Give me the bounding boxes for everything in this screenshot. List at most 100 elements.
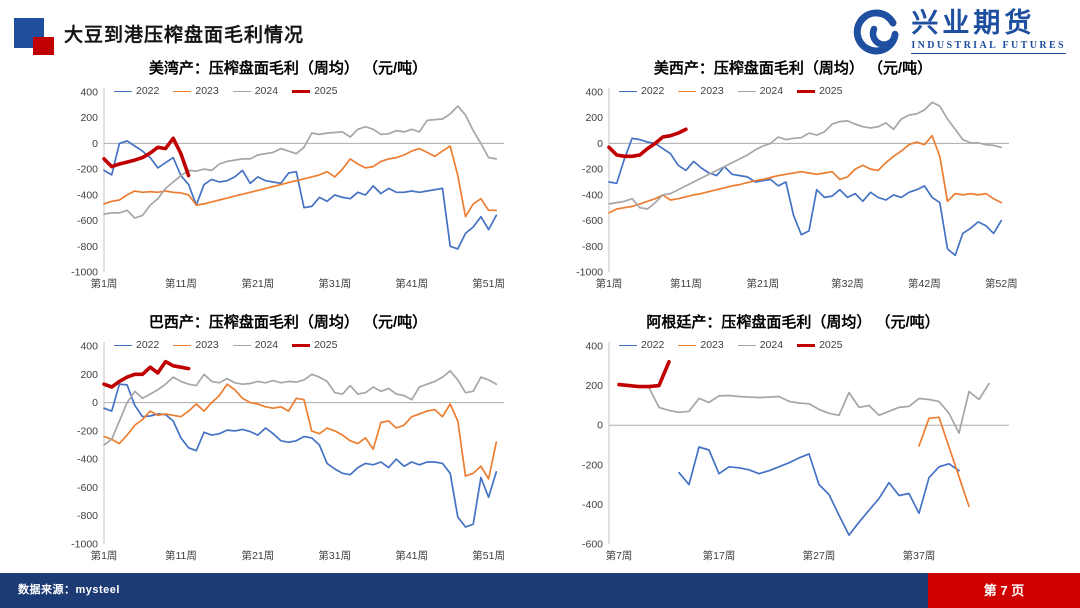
- legend-line-swatch: [292, 89, 311, 93]
- legend-label: 2024: [254, 339, 279, 351]
- legend-line-swatch: [678, 344, 697, 346]
- legend-line-swatch: [678, 90, 697, 92]
- legend-label: 2025: [314, 339, 338, 351]
- y-tick-label: -200: [77, 164, 98, 176]
- legend-item-2023: 2023: [678, 85, 724, 97]
- y-tick-label: -400: [582, 189, 603, 201]
- chart-legend: 2022 2023 2024 2025: [114, 85, 337, 97]
- legend-label: 2022: [641, 339, 665, 351]
- y-tick-label: -200: [77, 425, 98, 437]
- legend-label: 2025: [819, 85, 843, 97]
- x-tick-label: 第1周: [91, 277, 118, 290]
- x-tick-label: 第21周: [242, 277, 275, 290]
- y-tick-label: -800: [77, 241, 98, 253]
- y-tick-label: 0: [597, 138, 603, 150]
- series-line-2023: [103, 145, 498, 218]
- chart-argentina: 阿根廷产：压榨盘面毛利（周均） （元/吨） 2022 2023 2024 2025 4…: [563, 312, 1023, 572]
- footer-bar: 数据来源：mysteel 第 7 页: [0, 573, 1080, 608]
- legend-label: 2022: [136, 339, 160, 351]
- legend-line-swatch: [114, 344, 132, 346]
- x-tick-label: 第27周: [803, 549, 836, 562]
- x-tick-label: 第41周: [395, 549, 428, 562]
- legend-item-2025: 2025: [292, 85, 337, 97]
- legend-line-swatch: [797, 89, 816, 93]
- x-tick-label: 第41周: [395, 277, 428, 290]
- chart-title: 巴西产：压榨盘面毛利（周均） （元/吨）: [148, 314, 428, 331]
- legend-item-2022: 2022: [114, 85, 159, 97]
- legend-item-2023: 2023: [173, 85, 219, 97]
- data-source-label: 数据来源：mysteel: [18, 584, 120, 596]
- y-tick-label: 0: [92, 138, 98, 150]
- legend-line-swatch: [114, 90, 132, 92]
- x-tick-label: 第17周: [703, 549, 736, 562]
- x-tick-label: 第31周: [318, 549, 351, 562]
- series-line-2023: [103, 383, 498, 480]
- y-tick-label: 200: [80, 112, 98, 124]
- y-tick-label: 0: [92, 397, 98, 409]
- legend-item-2023: 2023: [173, 339, 219, 351]
- series-line-2022: [103, 383, 498, 528]
- x-tick-label: 第11周: [165, 277, 197, 290]
- y-tick-label: 400: [80, 87, 98, 99]
- x-tick-label: 第42周: [908, 277, 941, 290]
- series-line-2024: [648, 382, 990, 434]
- legend-line-swatch: [619, 90, 637, 92]
- legend-item-2025: 2025: [292, 339, 337, 351]
- x-tick-label: 第7周: [606, 549, 633, 562]
- logo-company-name: 兴业期货: [911, 8, 1036, 38]
- legend-line-swatch: [173, 344, 192, 346]
- legend-item-2025: 2025: [797, 85, 842, 97]
- y-tick-label: -600: [582, 215, 603, 227]
- series-line-2025: [102, 359, 191, 389]
- y-tick-label: -600: [582, 539, 603, 551]
- legend-label: 2022: [641, 85, 665, 97]
- y-tick-label: -800: [77, 510, 98, 522]
- legend-line-swatch: [173, 90, 192, 92]
- legend-line-swatch: [232, 344, 251, 346]
- series-line-2022: [608, 137, 1003, 257]
- y-tick-label: 400: [585, 341, 603, 353]
- logo-swirl-icon: [854, 9, 899, 55]
- legend-item-2025: 2025: [797, 339, 842, 351]
- chart-title: 美湾产：压榨盘面毛利（周均） （元/吨）: [148, 60, 428, 77]
- x-tick-label: 第37周: [903, 549, 936, 562]
- chart-title: 美西产：压榨盘面毛利（周均） （元/吨）: [653, 60, 933, 77]
- x-tick-label: 第32周: [831, 277, 864, 290]
- series-line-2022: [678, 446, 960, 536]
- y-tick-label: -400: [582, 499, 603, 511]
- y-tick-label: -1000: [71, 539, 98, 551]
- x-tick-label: 第1周: [91, 549, 118, 562]
- x-tick-label: 第31周: [318, 277, 351, 290]
- page-title: 大豆到港压榨盘面毛利情况: [64, 25, 305, 46]
- chart-legend: 2022 2023 2024 2025: [619, 85, 842, 97]
- company-logo: 兴业期货 INDUSTRIAL FUTURES: [853, 8, 1066, 56]
- y-tick-label: -200: [582, 459, 603, 471]
- legend-label: 2023: [700, 85, 724, 97]
- legend-label: 2025: [314, 85, 338, 97]
- legend-label: 2025: [819, 339, 843, 351]
- y-tick-label: -600: [77, 482, 98, 494]
- x-tick-label: 第21周: [242, 549, 275, 562]
- x-tick-label: 第51周: [472, 549, 505, 562]
- legend-line-swatch: [737, 90, 756, 92]
- series-line-2022: [103, 140, 498, 250]
- y-tick-label: -800: [582, 241, 603, 253]
- page-number-badge: 第 7 页: [928, 573, 1080, 608]
- legend-item-2022: 2022: [619, 339, 664, 351]
- y-tick-label: 0: [597, 420, 603, 432]
- legend-item-2022: 2022: [114, 339, 159, 351]
- series-line-2025: [607, 127, 688, 159]
- x-tick-label: 第11周: [670, 277, 702, 290]
- x-tick-label: 第1周: [596, 277, 623, 290]
- series-line-2025: [102, 136, 191, 178]
- legend-item-2022: 2022: [619, 85, 664, 97]
- series-line-2023: [608, 134, 1003, 214]
- legend-label: 2023: [700, 339, 724, 351]
- x-tick-label: 第11周: [165, 549, 197, 562]
- y-tick-label: -200: [582, 164, 603, 176]
- legend-line-swatch: [797, 343, 816, 347]
- legend-label: 2023: [195, 339, 219, 351]
